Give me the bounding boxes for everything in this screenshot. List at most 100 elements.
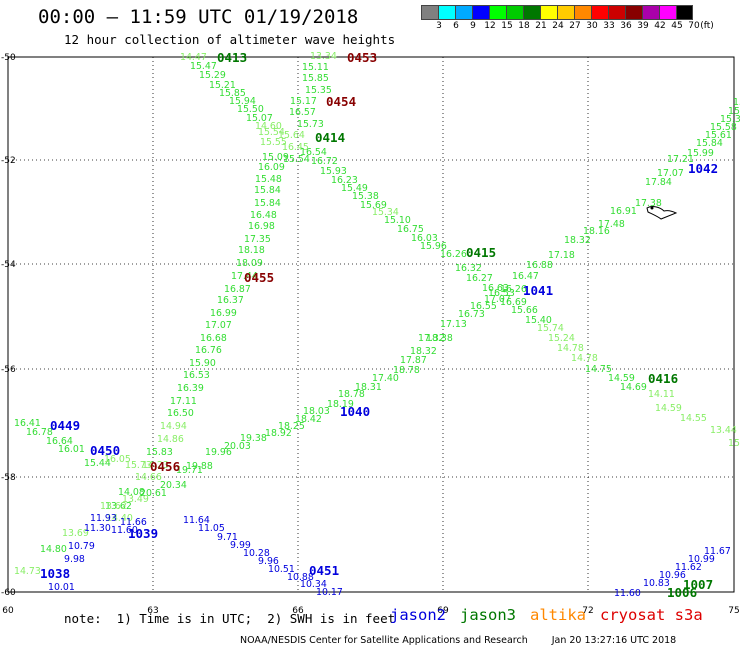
legend-label: 33 bbox=[603, 21, 615, 31]
wave-height-value: 16.73 bbox=[458, 309, 485, 320]
legend-swatch bbox=[523, 5, 540, 20]
wave-height-value: 15.85 bbox=[302, 73, 329, 84]
wave-height-value: 20.61 bbox=[140, 488, 167, 499]
wave-height-value: 15.44 bbox=[84, 458, 111, 469]
pass-label: 0413 bbox=[217, 50, 247, 65]
legend-label: 30 bbox=[586, 21, 598, 31]
footer-note: note: 1) Time is in UTC; 2) SWH is in fe… bbox=[64, 611, 396, 626]
wave-height-value: 16.75 bbox=[397, 224, 424, 235]
wave-height-value: 15.24 bbox=[548, 333, 575, 344]
pass-label: 0454 bbox=[326, 94, 356, 109]
wave-height-value: 16.39 bbox=[177, 383, 204, 394]
wave-height-value: 13.69 bbox=[62, 528, 89, 539]
legend-label: 21 bbox=[535, 21, 547, 31]
legend-label: 12 bbox=[484, 21, 496, 31]
wave-height-value: 15.84 bbox=[254, 185, 281, 196]
wave-height-value: 16.54 bbox=[300, 147, 327, 158]
island-outline bbox=[646, 206, 678, 220]
wave-height-value: 14.40 bbox=[106, 513, 133, 524]
wave-height-value: 16.48 bbox=[250, 210, 277, 221]
wave-height-value: 15.55 bbox=[260, 137, 287, 148]
legend-swatch bbox=[455, 5, 472, 20]
wave-height-value: 14.75 bbox=[585, 364, 612, 375]
lat-tick-label: -56 bbox=[1, 365, 16, 375]
wave-height-value: 18.25 bbox=[278, 421, 305, 432]
footer-credit: NOAA/NESDIS Center for Satellite Applica… bbox=[240, 635, 676, 646]
wave-height-value: 15.58 bbox=[710, 122, 737, 133]
wave-height-value: 14.60 bbox=[255, 121, 282, 132]
legend-color-boxes bbox=[421, 5, 693, 20]
wave-height-value: 11.66 bbox=[120, 517, 147, 528]
wave-height-value: 17.13 bbox=[440, 319, 467, 330]
wave-height-value: 15.61 bbox=[705, 130, 732, 141]
pass-label: 0455 bbox=[244, 270, 274, 285]
wave-height-value: 15.21 bbox=[209, 80, 236, 91]
legend-swatch bbox=[659, 5, 676, 20]
wave-height-value: 11.62 bbox=[675, 562, 702, 573]
pass-label: 0450 bbox=[90, 443, 120, 458]
wave-height-value: 14.94 bbox=[160, 421, 187, 432]
wave-height-value: 17.32 bbox=[418, 333, 445, 344]
wave-height-value: 13.62 bbox=[100, 501, 127, 512]
wave-height-value: 19.88 bbox=[186, 461, 213, 472]
legend-swatch bbox=[489, 5, 506, 20]
wave-height-value: 18.31 bbox=[355, 382, 382, 393]
wave-height-value: 15.50 bbox=[237, 104, 264, 115]
wave-height-value: 15.35 bbox=[305, 85, 332, 96]
wave-height-value: 18.92 bbox=[265, 428, 292, 439]
legend-swatch bbox=[421, 5, 438, 20]
wave-height-value: 15.83 bbox=[146, 447, 173, 458]
legend-label: 18 bbox=[518, 21, 530, 31]
wave-height-value: 9.98 bbox=[64, 554, 85, 565]
wave-height-value: 17.84 bbox=[645, 177, 672, 188]
wave-height-value: 15.73 bbox=[125, 460, 152, 471]
wave-height-value: 17.21 bbox=[667, 154, 694, 165]
wave-height-value: 15.38 bbox=[352, 191, 379, 202]
wave-height-value: 14.86 bbox=[157, 434, 184, 445]
wave-height-value: 15.34 bbox=[372, 207, 399, 218]
legend-swatch bbox=[540, 5, 557, 20]
wave-height-value: 15.34 bbox=[728, 106, 740, 117]
lon-tick-label: 69 bbox=[437, 606, 449, 616]
wave-height-value: 16.99 bbox=[210, 308, 237, 319]
wave-height-value: 17.87 bbox=[400, 355, 427, 366]
wave-height-value: 18.78 bbox=[393, 365, 420, 376]
wave-height-value: 17.40 bbox=[372, 373, 399, 384]
wave-height-value: 15.31 bbox=[720, 114, 740, 125]
legend-label: 15 bbox=[501, 21, 513, 31]
pass-label: 1041 bbox=[523, 283, 553, 298]
wave-height-value: 15.54 bbox=[283, 154, 310, 165]
legend-swatch bbox=[557, 5, 574, 20]
wave-height-value: 11.05 bbox=[198, 523, 225, 534]
legend-swatch bbox=[438, 5, 455, 20]
wave-height-value: 15.10 bbox=[384, 215, 411, 226]
wave-height-value: 16.50 bbox=[167, 408, 194, 419]
wave-height-value: 16.69 bbox=[500, 297, 527, 308]
legend-label: 6 bbox=[453, 21, 459, 31]
wave-height-value: 16.63 bbox=[482, 283, 509, 294]
wave-height-value: 18.09 bbox=[236, 258, 263, 269]
legend-swatch bbox=[625, 5, 642, 20]
wave-height-value: 15.11 bbox=[302, 62, 329, 73]
wave-height-value: 18.03 bbox=[303, 406, 330, 417]
wave-height-value: 15.54 bbox=[258, 127, 285, 138]
wave-height-value: 10.88 bbox=[287, 572, 314, 583]
wave-height-value: 10.51 bbox=[268, 564, 295, 575]
wave-height-value: 10.79 bbox=[68, 541, 95, 552]
credit-timestamp: Jan 20 13:27:16 UTC 2018 bbox=[551, 635, 677, 646]
legend-label: 70 bbox=[688, 21, 700, 31]
credit-text: NOAA/NESDIS Center for Satellite Applica… bbox=[240, 635, 528, 646]
wave-height-value: 16.23 bbox=[331, 175, 358, 186]
wave-height-value: 15.47 bbox=[190, 61, 217, 72]
wave-height-value: 11.64 bbox=[183, 515, 210, 526]
pass-label: 0453 bbox=[347, 50, 377, 65]
wave-height-value: 14.55 bbox=[680, 413, 707, 424]
satellite-name: jason3 bbox=[460, 606, 516, 624]
wave-height-value: 13.34 bbox=[310, 51, 337, 62]
wave-height-value: 14.73 bbox=[14, 566, 41, 577]
satellite-name: jason2 bbox=[390, 606, 446, 624]
wave-height-value: 15.17 bbox=[290, 96, 317, 107]
pass-label: 0414 bbox=[315, 130, 345, 145]
wave-height-value: 14.80 bbox=[40, 544, 67, 555]
